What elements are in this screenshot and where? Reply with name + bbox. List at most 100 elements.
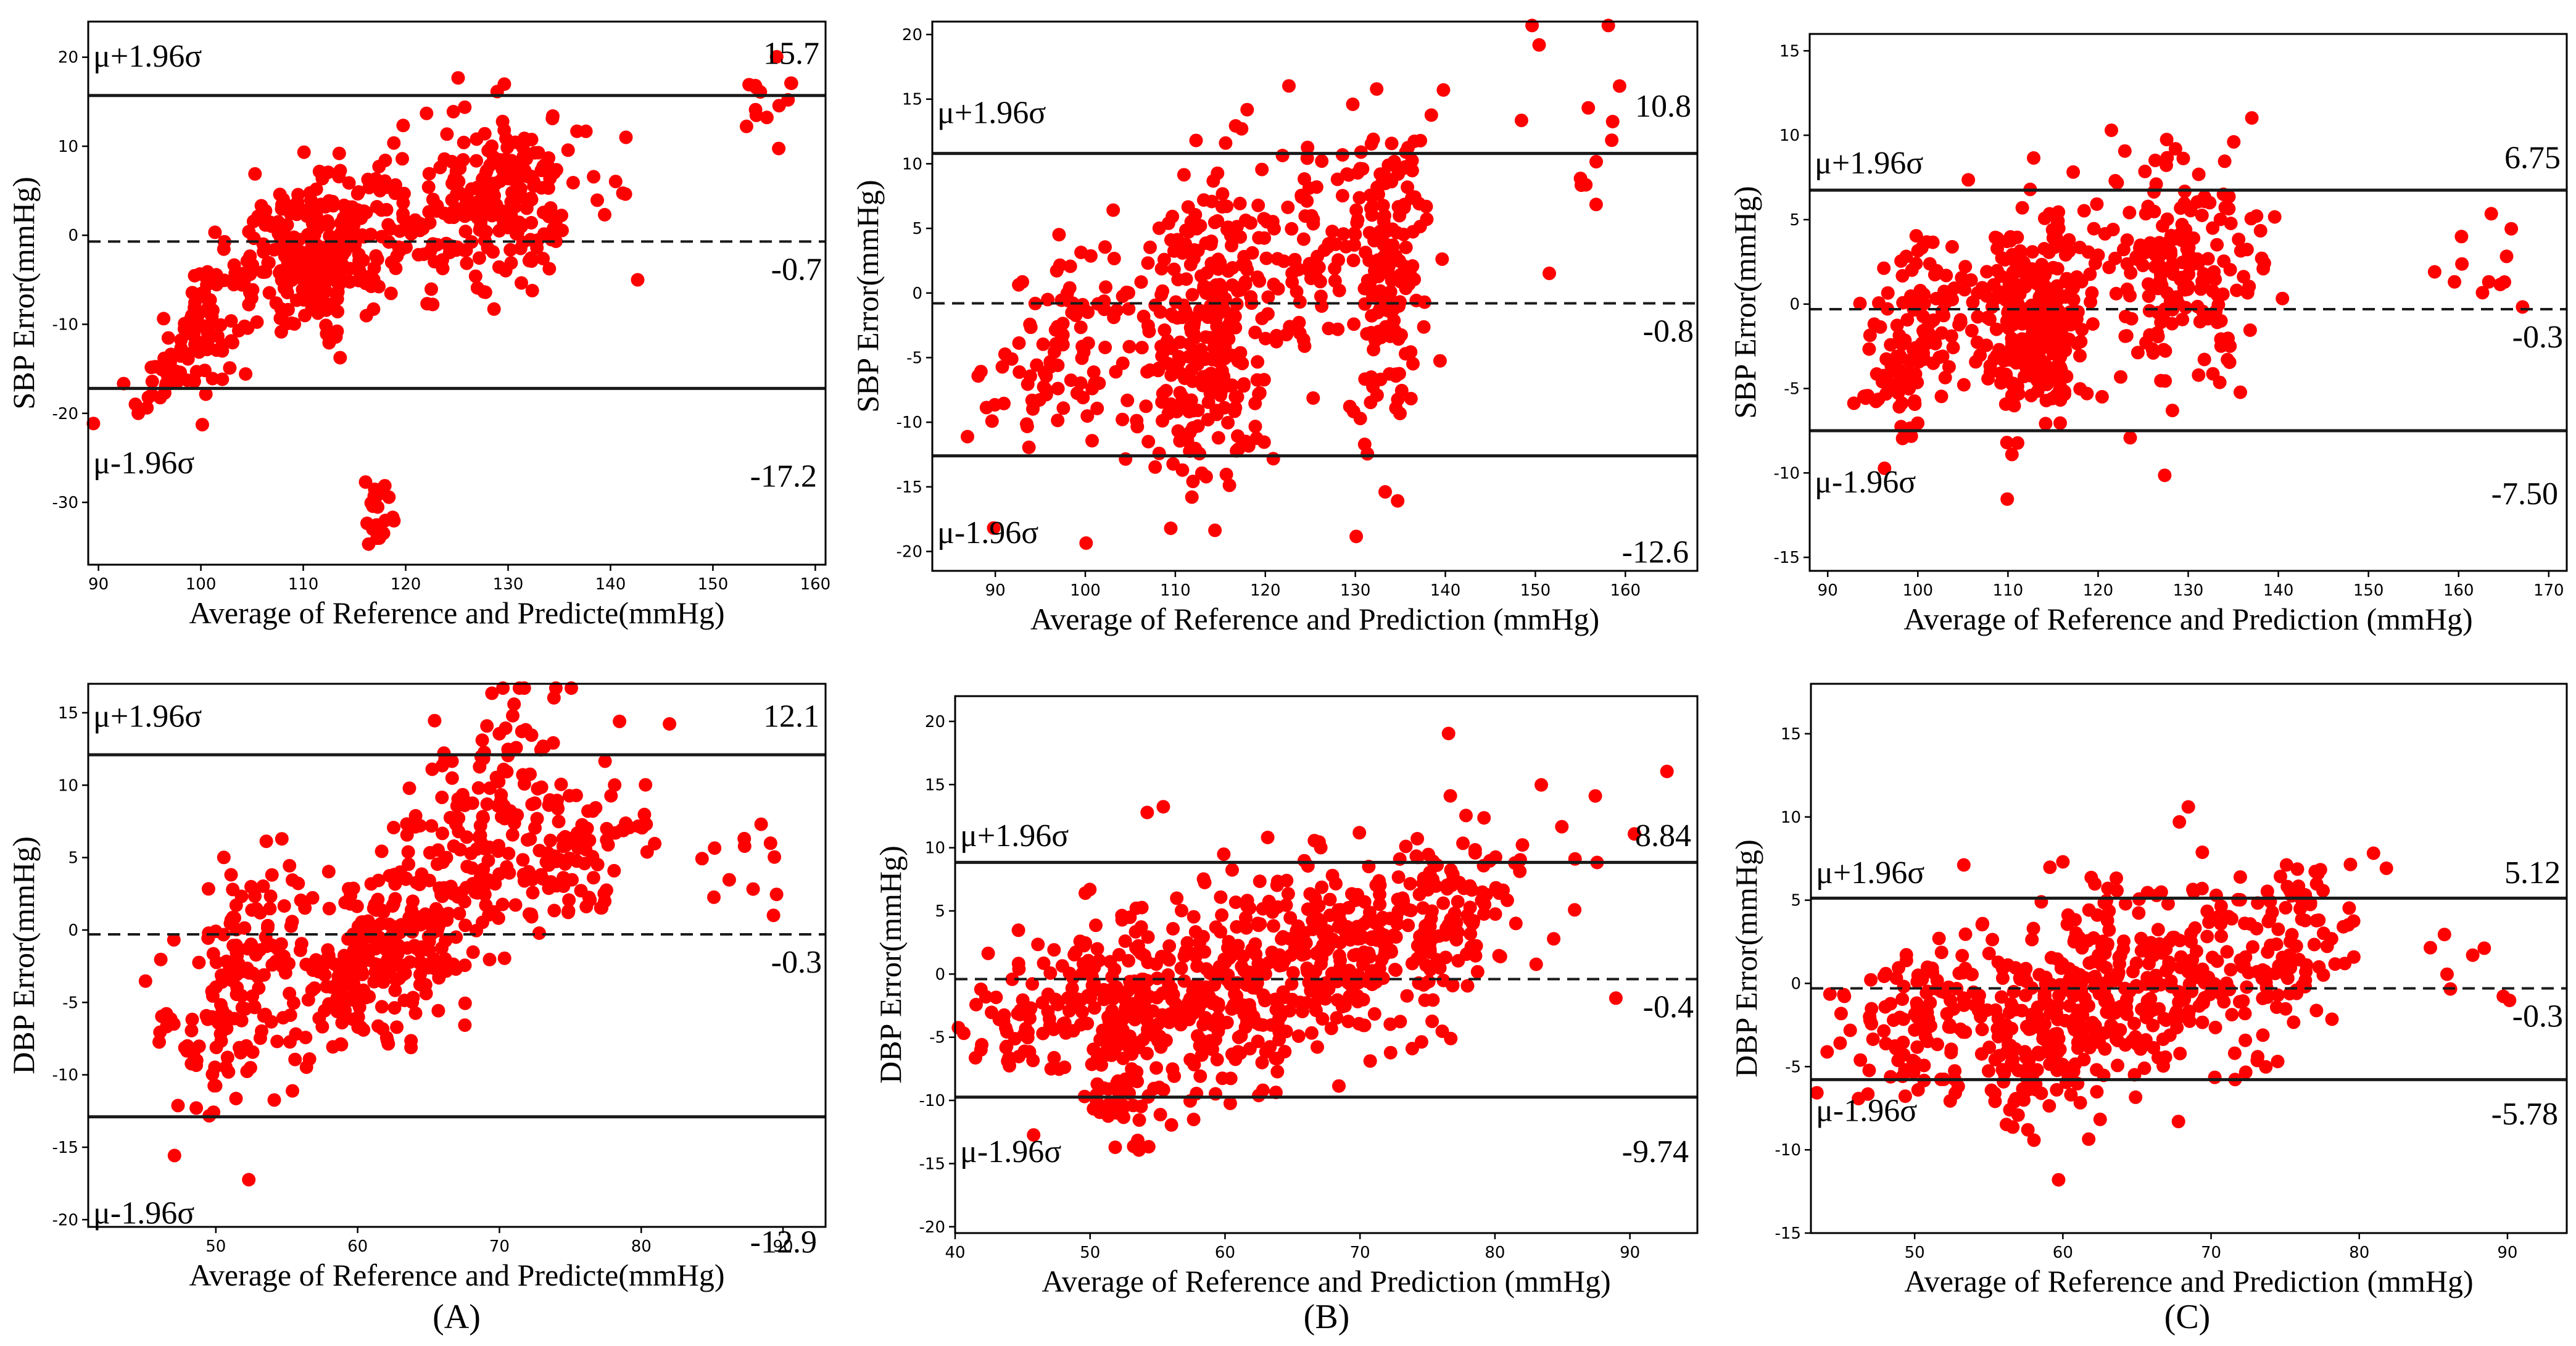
scatter-point xyxy=(255,207,270,221)
scatter-point xyxy=(1106,992,1120,1006)
scatter-point xyxy=(1222,478,1236,492)
scatter-point xyxy=(1393,1015,1407,1029)
y-tick-label: 10 xyxy=(1781,808,1801,827)
scatter-point xyxy=(1989,1003,2003,1017)
scatter-point xyxy=(370,252,384,267)
scatter-point xyxy=(1123,974,1137,989)
scatter-point xyxy=(2238,1033,2253,1047)
scatter-point xyxy=(536,872,550,886)
scatter-point xyxy=(1251,270,1264,285)
scatter-point xyxy=(784,76,798,90)
scatter-point xyxy=(2267,210,2282,224)
scatter-point xyxy=(2027,358,2041,372)
scatter-point xyxy=(1156,800,1170,814)
scatter-point xyxy=(412,247,426,262)
scatter-point xyxy=(1201,413,1215,426)
scatter-point xyxy=(2303,897,2317,912)
overlay-lines xyxy=(88,753,826,1119)
y-tick-label: 15 xyxy=(902,91,922,109)
scatter-point xyxy=(2238,1065,2253,1079)
scatter-point xyxy=(1457,881,1471,895)
scatter-point xyxy=(1853,296,1867,310)
scatter-point xyxy=(189,1053,204,1068)
scatter-point xyxy=(754,817,768,831)
scatter-point xyxy=(1810,1086,1824,1100)
scatter-point xyxy=(1958,260,1973,274)
scatter-point xyxy=(1341,1015,1356,1029)
scatter-point xyxy=(2134,931,2148,945)
scatter-point xyxy=(2068,913,2082,927)
scatter-point xyxy=(1955,949,1969,963)
scatter-point xyxy=(1221,415,1235,430)
lower-limit-text: μ-1.96σ xyxy=(93,1196,194,1231)
scatter-point xyxy=(2111,1058,2124,1073)
scatter-point xyxy=(261,918,275,933)
scatter-point xyxy=(2165,404,2179,418)
scatter-point xyxy=(355,965,369,979)
scatter-point xyxy=(409,876,423,890)
scatter-point xyxy=(1381,288,1396,302)
scatter-point xyxy=(1185,374,1199,388)
scatter-point xyxy=(769,887,784,902)
scatter-point xyxy=(2114,370,2127,384)
scatter-point xyxy=(1315,299,1329,313)
scatter-point xyxy=(1023,1002,1037,1016)
upper-limit-text: μ+1.96σ xyxy=(937,96,1046,131)
scatter-point xyxy=(1237,377,1251,391)
scatter-point xyxy=(1251,918,1265,933)
scatter-point xyxy=(1137,309,1151,323)
scatter-point xyxy=(1064,373,1078,388)
scatter-point xyxy=(1360,327,1374,341)
scatter-point xyxy=(1418,993,1432,1007)
scatter-point xyxy=(1288,252,1302,267)
scatter-point xyxy=(2149,968,2163,982)
scatter-point xyxy=(2082,903,2096,917)
overlay-lines xyxy=(1811,896,2567,1081)
scatter-point xyxy=(1441,726,1456,741)
scatter-point xyxy=(737,839,752,854)
scatter-point xyxy=(549,235,563,248)
x-tick-label: 120 xyxy=(391,575,421,594)
scatter-point xyxy=(1364,370,1378,384)
scatter-point xyxy=(480,181,494,195)
scatter-point xyxy=(1932,931,1946,945)
scatter-point xyxy=(1244,216,1257,230)
scatter-point xyxy=(362,537,376,551)
scatter-point xyxy=(286,242,300,256)
scatter-point xyxy=(1433,354,1447,368)
scatter-point xyxy=(1309,180,1323,194)
scatter-point xyxy=(434,941,449,955)
scatter-point xyxy=(1908,394,1921,408)
scatter-point xyxy=(1177,168,1191,182)
scatter-point xyxy=(1051,413,1065,428)
scatter-point xyxy=(1381,158,1396,172)
scatter-point xyxy=(1834,1007,1848,1021)
scatter-point xyxy=(445,154,459,168)
scatter-point xyxy=(1217,370,1231,384)
scatter-point xyxy=(187,327,201,341)
scatter-point xyxy=(267,1093,281,1107)
scatter-point xyxy=(1338,999,1352,1013)
scatter-point xyxy=(1210,1052,1224,1066)
scatter-point xyxy=(470,842,484,856)
scatter-point xyxy=(1958,962,1973,976)
scatter-point xyxy=(470,196,484,209)
scatter-point xyxy=(1989,322,2003,336)
scatter-point xyxy=(663,717,677,731)
scatter-point xyxy=(488,877,502,891)
scatter-point xyxy=(1877,261,1891,275)
scatter-point xyxy=(2427,265,2441,279)
scatter-point xyxy=(619,816,633,830)
scatter-point xyxy=(1405,191,1419,205)
scatter-point xyxy=(2118,309,2132,323)
scatter-point xyxy=(2003,230,2018,244)
scatter-point xyxy=(524,191,538,206)
scatter-point xyxy=(1164,1118,1178,1132)
scatter-point xyxy=(1185,490,1199,504)
scatter-point xyxy=(587,170,601,184)
scatter-point xyxy=(2123,984,2137,999)
upper-limit-value: 6.75 xyxy=(2504,141,2561,176)
scatter-point xyxy=(1449,916,1464,930)
scatter-point xyxy=(421,180,436,194)
scatter-point xyxy=(1858,389,1873,403)
